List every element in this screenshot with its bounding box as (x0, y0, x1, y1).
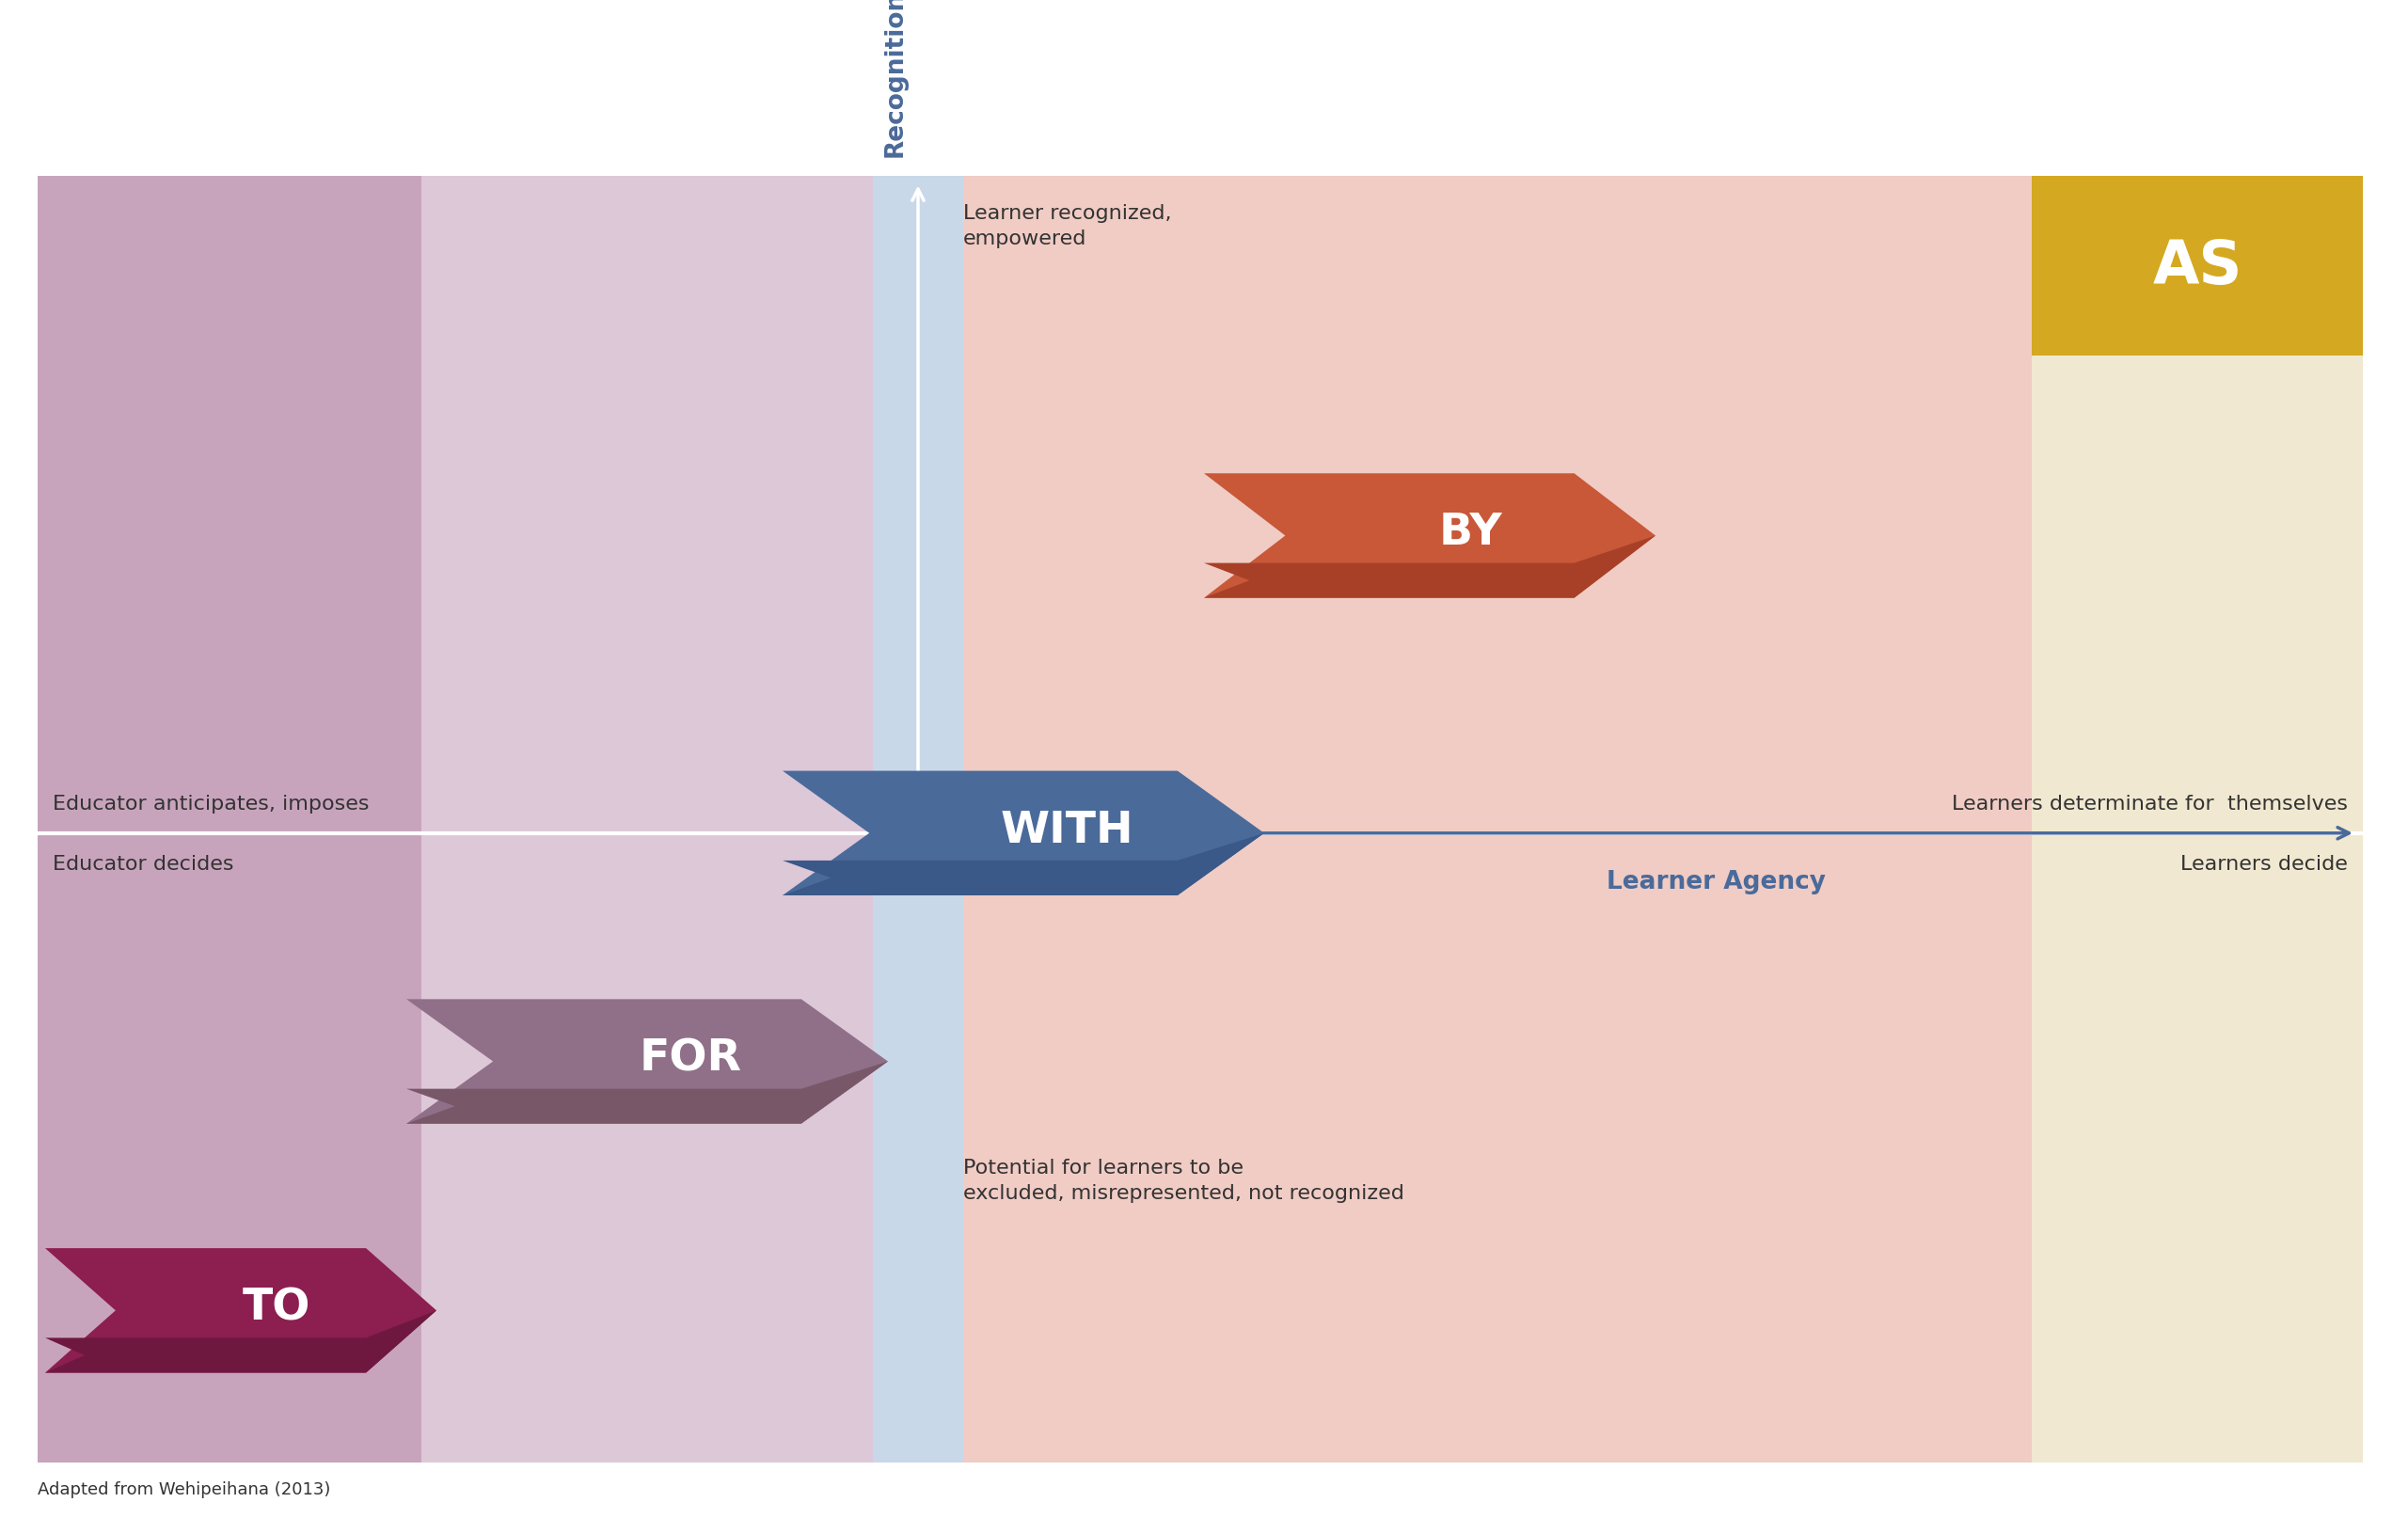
Text: Educator decides: Educator decides (53, 855, 234, 873)
Text: Adapted from Wehipeihana (2013): Adapted from Wehipeihana (2013) (39, 1480, 330, 1497)
Bar (39, 176, 421, 1463)
Text: Educator anticipates, imposes: Educator anticipates, imposes (53, 794, 368, 812)
Text: FOR: FOR (638, 1037, 742, 1079)
Bar (2032, 176, 2362, 357)
Bar (917, 176, 2032, 1463)
Text: Learners decide: Learners decide (2182, 855, 2348, 873)
Polygon shape (783, 833, 1264, 896)
Text: Learner recognized,
empowered: Learner recognized, empowered (963, 205, 1173, 247)
Text: Learner Agency: Learner Agency (1606, 870, 1825, 894)
Polygon shape (1204, 536, 1657, 598)
Polygon shape (407, 999, 889, 1123)
Bar (2032, 176, 2362, 1463)
Text: Potential for learners to be
excluded, misrepresented, not recognized: Potential for learners to be excluded, m… (963, 1158, 1404, 1202)
Bar (421, 176, 917, 1463)
Polygon shape (1204, 474, 1657, 598)
Text: Learners determinate for  themselves: Learners determinate for themselves (1953, 794, 2348, 812)
Text: BY: BY (1438, 512, 1503, 554)
Polygon shape (46, 1248, 436, 1372)
Polygon shape (783, 771, 1264, 896)
Polygon shape (407, 1061, 889, 1123)
Bar (874, 176, 963, 1463)
Text: AS: AS (2153, 237, 2242, 296)
Text: Recognition: Recognition (884, 0, 908, 156)
Text: TO: TO (241, 1286, 311, 1328)
Text: WITH: WITH (999, 809, 1134, 852)
Polygon shape (46, 1310, 436, 1372)
